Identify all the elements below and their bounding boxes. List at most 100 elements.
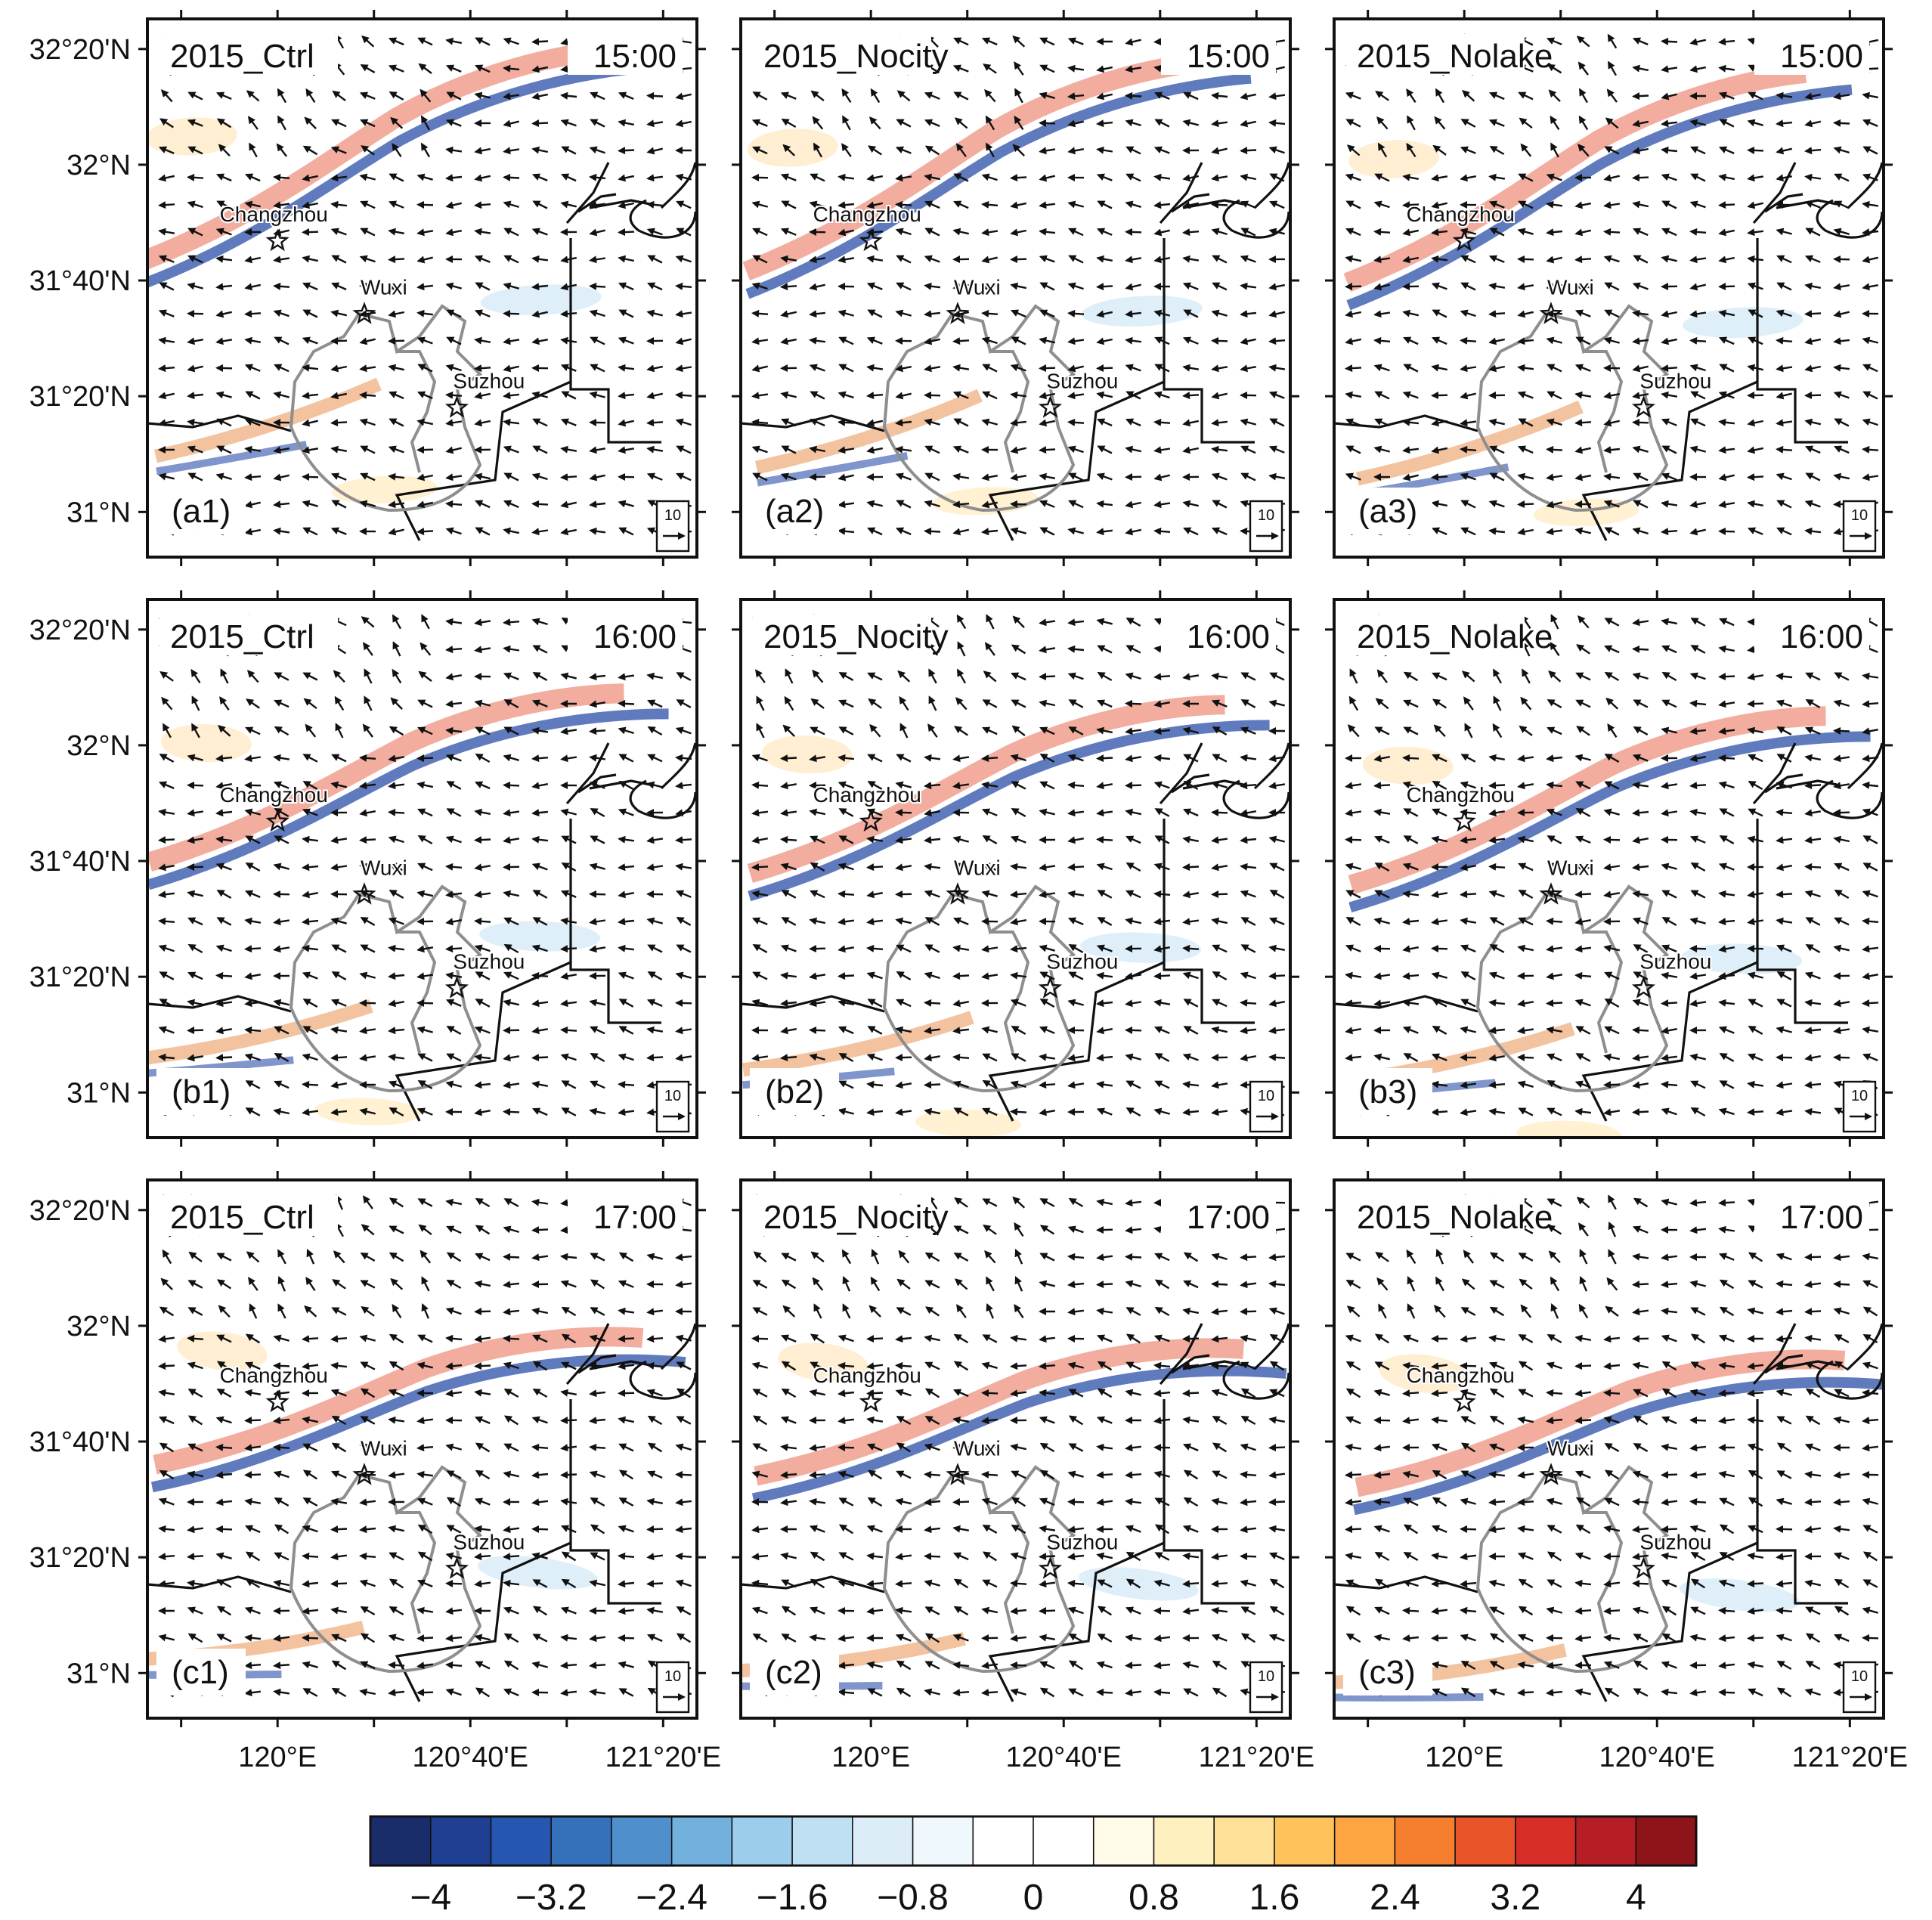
lon-tick-label: 120°E	[238, 1742, 317, 1773]
colorbar-swatch	[1092, 1816, 1155, 1866]
lat-tick-label: 31°N	[67, 497, 131, 528]
panel-id-label: (c1)	[172, 1654, 229, 1691]
lon-tick-label: 121°20'E	[1792, 1742, 1908, 1773]
colorbar-tick-label: 1.6	[1249, 1878, 1300, 1918]
city-label: Changzhou	[220, 203, 328, 226]
colorbar-swatch	[1033, 1816, 1095, 1866]
city-label: Changzhou	[813, 1364, 921, 1387]
map-panel-a1: Changzhou Wuxi Suzhou 2015_Ctrl 15:00 (a1)…	[29, 10, 706, 566]
city-label: Suzhou	[453, 950, 525, 974]
reference-vector-box	[1249, 1080, 1283, 1133]
city-label: Suzhou	[1639, 370, 1711, 393]
city-star-icon	[1038, 395, 1063, 418]
city-label: Changzhou	[220, 1364, 328, 1387]
panel-frame	[739, 17, 1292, 559]
reference-vector-box	[655, 1080, 690, 1133]
colorbar-swatch	[1333, 1816, 1396, 1866]
lat-tick-label: 31°20'N	[29, 962, 131, 993]
city-star-icon	[1631, 976, 1656, 999]
lat-tick-label: 31°N	[67, 1658, 131, 1689]
reference-vector-label: 10	[1258, 1668, 1274, 1685]
panel-frame	[146, 598, 698, 1139]
reference-vector-box	[1842, 500, 1877, 553]
reference-vector-label: 10	[1258, 507, 1274, 524]
city-label: Suzhou	[1639, 1531, 1711, 1554]
city-label: Suzhou	[453, 1531, 525, 1554]
colorbar-tick-label: −2.4	[636, 1878, 707, 1918]
panel-time-label: 15:00	[1780, 38, 1863, 75]
reference-vector-label: 10	[664, 1088, 681, 1104]
panel-experiment-label: 2015_Ctrl	[170, 618, 314, 655]
colorbar-swatch	[490, 1816, 553, 1866]
lon-tick-label: 120°40'E	[1599, 1742, 1715, 1773]
city-markers: Changzhou Wuxi Suzhou	[812, 782, 1119, 999]
city-label: Suzhou	[1639, 950, 1711, 974]
panel-experiment-label: 2015_Nocity	[763, 1199, 949, 1236]
lat-tick-label: 31°20'N	[29, 1542, 131, 1574]
city-label: Wuxi	[1547, 856, 1594, 880]
city-label: Wuxi	[954, 276, 1001, 299]
panel-frame	[1333, 1178, 1885, 1720]
taihu-lake-outline	[289, 1465, 483, 1674]
map-panel-a3: Changzhou Wuxi Suzhou 2015_Nolake 15:00 (a…	[1325, 10, 1893, 566]
reference-vector-label: 10	[1851, 1088, 1868, 1104]
lat-tick-label: 31°40'N	[29, 265, 131, 297]
map-panel-c1: Changzhou Wuxi Suzhou 2015_Ctrl 17:00 (c1)…	[29, 1171, 721, 1773]
city-star-icon	[265, 1389, 289, 1413]
city-star-icon	[946, 302, 970, 324]
reference-vector-label: 10	[1851, 507, 1868, 524]
colorbar-tick-label: −0.8	[877, 1878, 949, 1918]
panel-id-label: (c2)	[765, 1654, 822, 1691]
lat-tick-label: 32°20'N	[29, 615, 131, 646]
reference-vector-label: 10	[1258, 1088, 1274, 1104]
colorbar-swatch	[670, 1816, 733, 1866]
city-star-icon	[265, 809, 289, 832]
panel-time-label: 15:00	[1187, 38, 1270, 75]
coastline	[741, 742, 1290, 1122]
city-star-icon	[265, 228, 289, 252]
panel-time-label: 16:00	[1187, 618, 1270, 655]
reference-vector-box	[1842, 1080, 1877, 1133]
reference-vector-box	[1249, 1661, 1283, 1714]
colorbar-swatch	[972, 1816, 1035, 1866]
city-label: Changzhou	[1407, 1364, 1515, 1387]
reference-vector-box	[655, 1661, 690, 1714]
lon-tick-label: 121°20'E	[1199, 1742, 1314, 1773]
panel-frame	[1333, 598, 1885, 1139]
panel-id-label: (a1)	[172, 493, 231, 530]
map-panel-a2: Changzhou Wuxi Suzhou 2015_Nocity 15:00 (a…	[732, 10, 1299, 566]
city-label: Suzhou	[1046, 950, 1118, 974]
city-star-icon	[946, 882, 970, 905]
city-label: Wuxi	[954, 856, 1001, 880]
reference-vector-label: 10	[1851, 1668, 1868, 1685]
city-label: Changzhou	[220, 783, 328, 807]
city-label: Suzhou	[1046, 1531, 1118, 1554]
city-label: Wuxi	[1547, 1437, 1594, 1460]
colorbar-swatch	[1454, 1816, 1517, 1866]
map-panel-b1: Changzhou Wuxi Suzhou 2015_Ctrl 16:00 (b1)…	[29, 590, 706, 1147]
colorbar-swatch	[1153, 1816, 1215, 1866]
city-star-icon	[1452, 228, 1476, 252]
city-markers: Changzhou Wuxi Suzhou	[218, 201, 526, 418]
colorbar-tick-label: −3.2	[516, 1878, 587, 1918]
reference-vector-box	[1249, 500, 1283, 553]
colorbar-tick-label: −1.6	[757, 1878, 828, 1918]
city-star-icon	[1038, 976, 1063, 999]
colorbar-tick-label: 0.8	[1129, 1878, 1179, 1918]
panel-frame	[1333, 17, 1885, 559]
colorbar-swatch	[791, 1816, 854, 1866]
city-label: Wuxi	[1547, 276, 1594, 299]
taihu-lake-outline	[289, 884, 483, 1093]
lon-tick-label: 121°20'E	[605, 1742, 721, 1773]
map-panel-c2: Changzhou Wuxi Suzhou 2015_Nocity 17:00 (c…	[732, 1171, 1314, 1773]
panel-experiment-label: 2015_Ctrl	[170, 1199, 314, 1236]
panel-experiment-label: 2015_Nocity	[763, 618, 949, 655]
wind-vector-field	[157, 1194, 692, 1698]
colorbar-tick-label: 2.4	[1370, 1878, 1420, 1918]
city-label: Suzhou	[453, 370, 525, 393]
panel-frame	[146, 17, 698, 559]
city-star-icon	[444, 976, 469, 999]
city-star-icon	[1631, 1556, 1656, 1579]
lon-tick-label: 120°E	[1425, 1742, 1503, 1773]
panel-id-label: (a2)	[765, 493, 824, 530]
